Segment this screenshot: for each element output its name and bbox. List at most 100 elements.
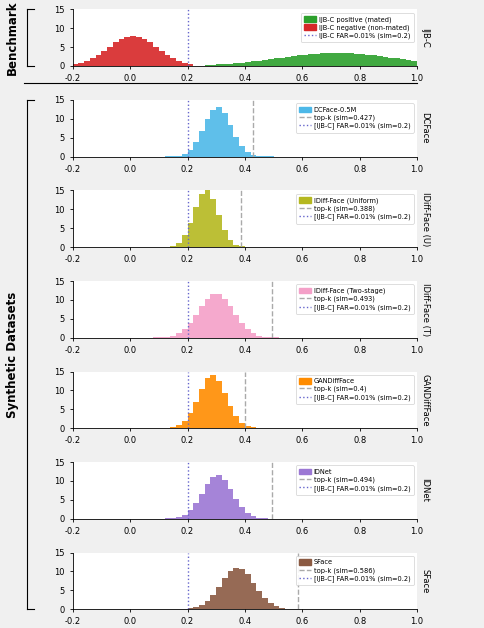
- Bar: [204, 601, 210, 609]
- Bar: [182, 63, 187, 66]
- Bar: [382, 57, 388, 66]
- Bar: [182, 421, 187, 428]
- Bar: [261, 60, 267, 66]
- Bar: [198, 605, 204, 609]
- Bar: [239, 246, 244, 247]
- Bar: [193, 503, 198, 519]
- Bar: [273, 607, 279, 609]
- Bar: [244, 62, 250, 66]
- Bar: [313, 53, 319, 66]
- Bar: [193, 207, 198, 247]
- Bar: [342, 53, 348, 66]
- Bar: [204, 190, 210, 247]
- Bar: [170, 427, 176, 428]
- Bar: [187, 511, 193, 519]
- Bar: [227, 306, 233, 338]
- Bar: [204, 379, 210, 428]
- Bar: [239, 507, 244, 519]
- Legend: IJB-C positive (mated), IJB-C negative (non-mated), IJB-C FAR=0.01% (sim=0.2): IJB-C positive (mated), IJB-C negative (…: [300, 13, 413, 43]
- Legend: SFace, top-k (sim=0.586), [IJB-C] FAR=0.01% (sim=0.2): SFace, top-k (sim=0.586), [IJB-C] FAR=0.…: [295, 556, 413, 585]
- Bar: [244, 513, 250, 519]
- Bar: [216, 294, 222, 338]
- Bar: [78, 63, 84, 66]
- Bar: [198, 306, 204, 338]
- Bar: [204, 299, 210, 338]
- Bar: [176, 61, 182, 66]
- Bar: [222, 299, 227, 338]
- Text: SFace: SFace: [420, 569, 429, 593]
- Bar: [336, 53, 342, 66]
- Bar: [244, 426, 250, 428]
- Bar: [227, 125, 233, 156]
- Bar: [187, 323, 193, 338]
- Bar: [393, 58, 399, 66]
- Bar: [170, 335, 176, 338]
- Bar: [187, 64, 193, 66]
- Bar: [353, 53, 359, 66]
- Bar: [364, 55, 370, 66]
- Bar: [399, 59, 405, 66]
- Bar: [147, 43, 153, 66]
- Text: IDNet: IDNet: [420, 479, 429, 502]
- Text: IDiff-Face (T): IDiff-Face (T): [420, 283, 429, 336]
- Bar: [176, 333, 182, 338]
- Bar: [193, 402, 198, 428]
- Bar: [227, 406, 233, 428]
- Bar: [187, 223, 193, 247]
- Bar: [388, 58, 393, 66]
- Bar: [216, 65, 222, 66]
- Bar: [267, 59, 273, 66]
- Bar: [198, 131, 204, 156]
- Bar: [227, 63, 233, 66]
- Bar: [250, 516, 256, 519]
- Bar: [210, 376, 216, 428]
- Bar: [250, 583, 256, 609]
- Text: DCFace: DCFace: [420, 112, 429, 144]
- Bar: [233, 63, 239, 66]
- Bar: [153, 46, 158, 66]
- Bar: [182, 236, 187, 247]
- Bar: [256, 517, 261, 519]
- Bar: [216, 107, 222, 156]
- Bar: [233, 499, 239, 519]
- Bar: [210, 65, 216, 66]
- Bar: [233, 568, 239, 609]
- Bar: [376, 56, 382, 66]
- Bar: [244, 152, 250, 156]
- Bar: [182, 515, 187, 519]
- Bar: [216, 475, 222, 519]
- Bar: [348, 53, 353, 66]
- Bar: [273, 58, 279, 66]
- Bar: [90, 58, 95, 66]
- Bar: [239, 323, 244, 338]
- Bar: [222, 114, 227, 156]
- Text: Synthetic Datasets: Synthetic Datasets: [6, 291, 18, 418]
- Bar: [330, 53, 336, 66]
- Bar: [182, 154, 187, 156]
- Bar: [261, 337, 267, 338]
- Bar: [113, 43, 119, 66]
- Text: GANDiffFace: GANDiffFace: [420, 374, 429, 426]
- Bar: [73, 64, 78, 66]
- Bar: [222, 392, 227, 428]
- Bar: [182, 330, 187, 338]
- Bar: [141, 39, 147, 66]
- Bar: [164, 337, 170, 338]
- Bar: [250, 155, 256, 156]
- Bar: [296, 55, 302, 66]
- Text: Benchmark: Benchmark: [6, 1, 18, 75]
- Bar: [239, 63, 244, 66]
- Bar: [187, 413, 193, 428]
- Bar: [198, 494, 204, 519]
- Bar: [285, 57, 290, 66]
- Bar: [222, 64, 227, 66]
- Bar: [101, 51, 107, 66]
- Legend: IDNet, top-k (sim=0.494), [IJB-C] FAR=0.01% (sim=0.2): IDNet, top-k (sim=0.494), [IJB-C] FAR=0.…: [295, 465, 413, 495]
- Bar: [119, 39, 124, 66]
- Bar: [193, 607, 198, 609]
- Bar: [239, 146, 244, 156]
- Bar: [222, 480, 227, 519]
- Bar: [256, 61, 261, 66]
- Text: IJB-C: IJB-C: [420, 28, 429, 48]
- Bar: [204, 119, 210, 156]
